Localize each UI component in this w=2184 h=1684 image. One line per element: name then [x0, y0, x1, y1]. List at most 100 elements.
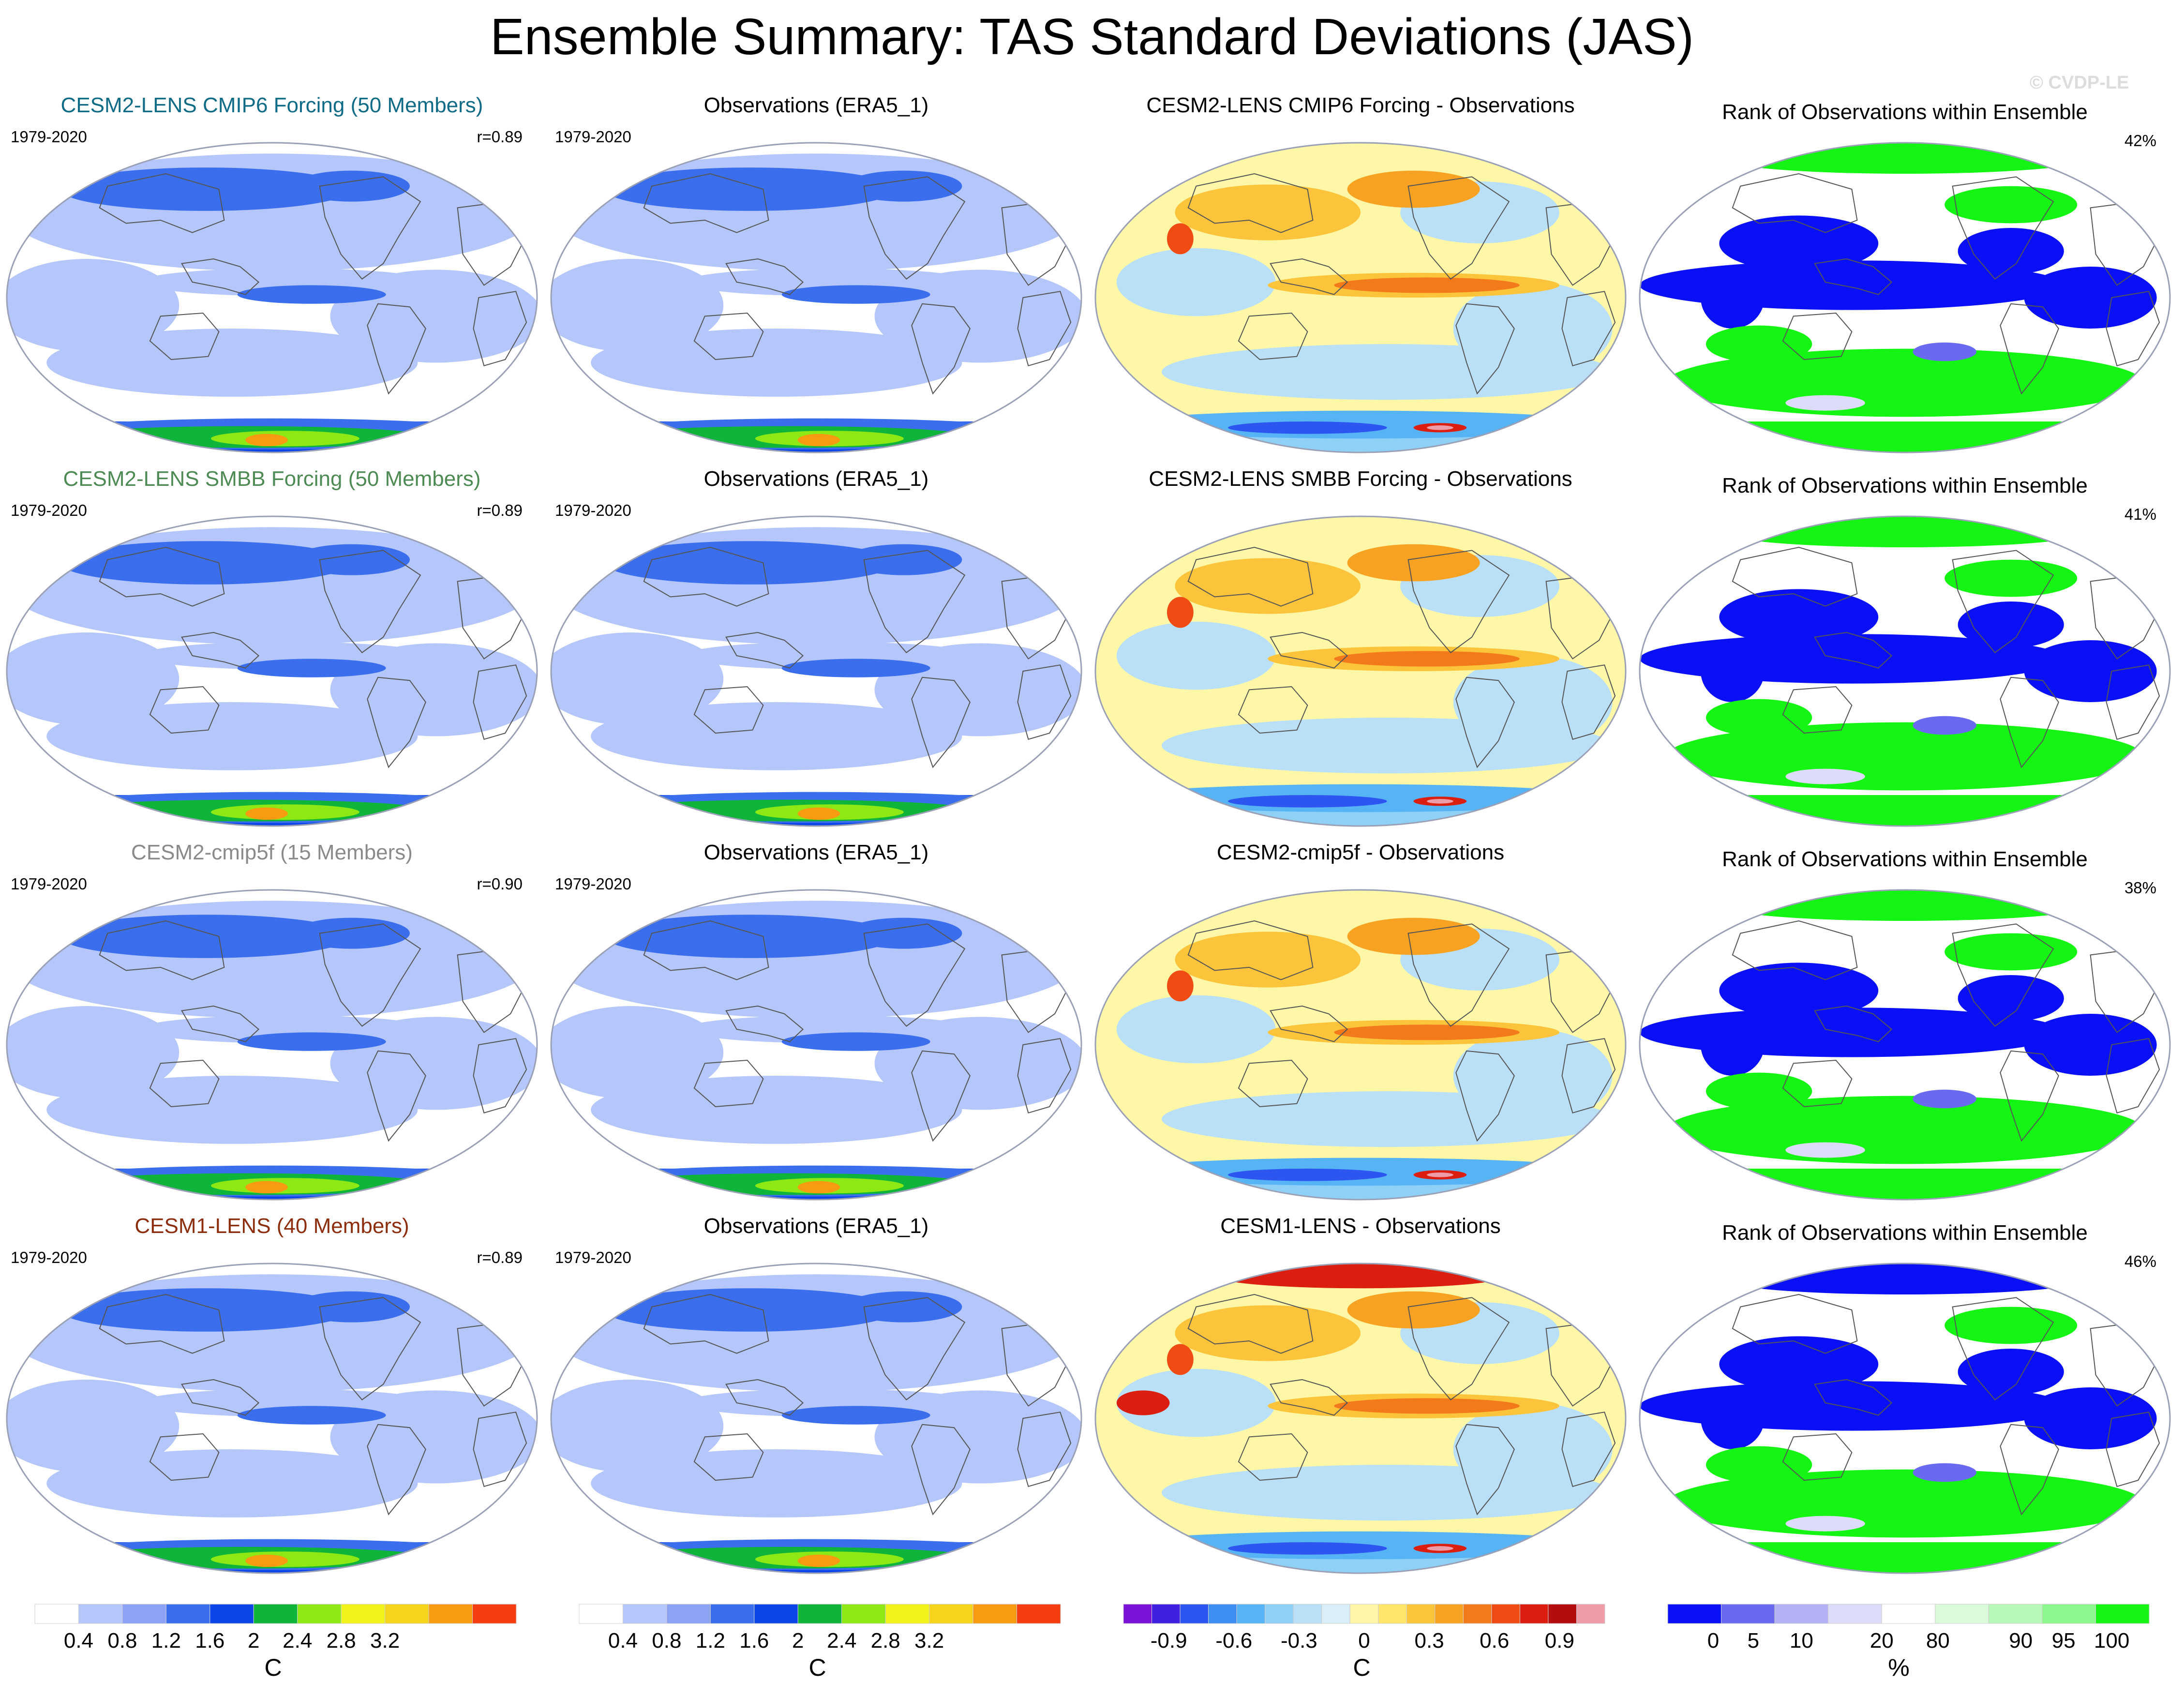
coastline — [1732, 920, 1858, 980]
coastline — [2106, 291, 2160, 367]
coastline — [1238, 312, 1308, 361]
colorbar-swatch — [1236, 1604, 1266, 1624]
coastline — [473, 664, 527, 740]
colorbar-swatch — [253, 1604, 298, 1624]
correlation-label: r=0.89 — [477, 1248, 523, 1266]
coastline — [1455, 303, 1515, 395]
map-outline — [6, 889, 538, 1201]
rank-percent-label: 38% — [2124, 879, 2156, 897]
coastline — [1561, 1412, 1616, 1488]
coastline — [1455, 1424, 1515, 1516]
map-outline — [550, 142, 1082, 453]
coastline — [1561, 664, 1616, 740]
colorbar-std-dev-model: 0.4 0.8 1.2 1.6 2 2.4 2.8 3.2 C — [34, 1604, 517, 1681]
years-label: 1979-2020 — [555, 875, 631, 893]
coastline — [1814, 1379, 1893, 1416]
rank-panel-title: Rank of Observations within Ensemble — [1722, 847, 2088, 871]
colorbar-swatch — [972, 1604, 1017, 1624]
coastline — [1270, 632, 1348, 669]
coastline — [1270, 258, 1348, 295]
coastline — [1561, 1038, 1616, 1114]
colorbar-tick-label: 95 — [2052, 1629, 2076, 1653]
years-label: 1979-2020 — [11, 128, 87, 146]
coastline — [863, 176, 966, 280]
map-panel-r1-c3: CESM2-LENS CMIP6 Forcing - Observations — [1094, 93, 1627, 453]
figure-title: Ensemble Summary: TAS Standard Deviation… — [490, 8, 1694, 65]
colorbar-unit-label: C — [808, 1654, 826, 1681]
coastline — [2000, 1424, 2059, 1516]
obs-panel-title: Observations (ERA5_1) — [704, 467, 929, 491]
map-panel-r1-c1: CESM2-LENS CMIP6 Forcing (50 Members) 197… — [6, 93, 538, 453]
colorbar-swatch — [472, 1604, 517, 1624]
colorbar-tick-label: 0 — [1358, 1629, 1370, 1653]
obs-panel-title: Observations (ERA5_1) — [704, 841, 929, 864]
obs-panel-title: Observations (ERA5_1) — [704, 1214, 929, 1238]
diff-panel-title: CESM2-cmip5f - Observations — [1217, 841, 1504, 864]
colorbar-swatch — [1463, 1604, 1492, 1624]
coastline — [1732, 173, 1858, 233]
coastline — [149, 1433, 220, 1481]
map-panel-r3-c3: CESM2-cmip5f - Observations — [1094, 841, 1627, 1201]
model-panel-title: CESM2-LENS CMIP6 Forcing (50 Members) — [61, 93, 483, 117]
coastline — [693, 312, 764, 361]
colorbar-tick-label: 2 — [792, 1629, 804, 1653]
map-outline — [6, 1263, 538, 1574]
correlation-label: r=0.89 — [477, 128, 523, 146]
colorbar-tick-label: -0.6 — [1215, 1629, 1252, 1653]
coastline — [1270, 1379, 1348, 1416]
map-outline — [1094, 142, 1627, 453]
colorbar-swatch — [1406, 1604, 1436, 1624]
colorbar-swatch — [1721, 1604, 1775, 1624]
coastline — [367, 1424, 426, 1516]
model-panel-title: CESM2-cmip5f (15 Members) — [131, 841, 413, 864]
colorbar-swatch — [165, 1604, 210, 1624]
coastline — [149, 1059, 220, 1108]
colorbar-tick-label: 0.4 — [64, 1629, 93, 1653]
coastline — [473, 291, 527, 367]
colorbar-std-dev-obs: 0.4 0.8 1.2 1.6 2 2.4 2.8 3.2 C — [579, 1604, 1061, 1681]
coastline — [99, 920, 225, 980]
map-panel-r3-c2: Observations (ERA5_1) 1979-2020 — [550, 841, 1082, 1201]
coastline — [319, 923, 421, 1027]
colorbar-tick-label: 90 — [2009, 1629, 2033, 1653]
colorbar-swatch — [710, 1604, 755, 1624]
colorbar-swatch — [1378, 1604, 1407, 1624]
rank-percent-label: 46% — [2124, 1252, 2156, 1270]
coastline — [1187, 173, 1314, 233]
coastline — [473, 1038, 527, 1114]
years-label: 1979-2020 — [11, 875, 87, 893]
colorbar-swatch — [341, 1604, 386, 1624]
coastline — [181, 632, 260, 669]
map-outline — [1639, 142, 2171, 453]
map-outline — [1639, 1263, 2171, 1574]
colorbar-swatch — [1774, 1604, 1829, 1624]
coastline — [693, 1059, 764, 1108]
coastline — [319, 550, 421, 653]
coastline — [1814, 258, 1893, 295]
colorbar-swatch — [1435, 1604, 1464, 1624]
colorbar-swatch — [797, 1604, 842, 1624]
coastline — [1407, 923, 1510, 1027]
colorbar-tick-label: 2.4 — [827, 1629, 856, 1653]
colorbar-swatch — [929, 1604, 973, 1624]
colorbar-swatch — [1180, 1604, 1209, 1624]
colorbar-swatch — [1988, 1604, 2043, 1624]
map-panel-r2-c3: CESM2-LENS SMBB Forcing - Observations — [1094, 467, 1627, 827]
colorbar-tick-label: 20 — [1870, 1629, 1894, 1653]
coastline — [1238, 686, 1308, 734]
colorbar-difference: -0.9 -0.6 -0.3 0 0.3 0.6 0.9 C — [1123, 1604, 1605, 1681]
correlation-label: r=0.89 — [477, 501, 523, 519]
coastline — [911, 1424, 971, 1516]
coastline — [99, 1293, 225, 1354]
coastline — [1782, 1433, 1853, 1481]
map-panel-r3-c1: CESM2-cmip5f (15 Members) 1979-2020 r=0.90 — [6, 841, 538, 1201]
map-panel-r1-c4: Rank of Observations within Ensemble 42% — [1639, 100, 2171, 453]
coastline — [1187, 1293, 1314, 1354]
colorbar-swatch — [579, 1604, 623, 1624]
colorbar-unit-label: C — [1353, 1654, 1370, 1681]
colorbar-tick-label: 2.8 — [871, 1629, 900, 1653]
colorbar-tick-label: 0.9 — [1545, 1629, 1574, 1653]
colorbar-tick-label: 0 — [1707, 1629, 1719, 1653]
map-outline — [1094, 889, 1627, 1201]
coastline — [1952, 550, 2054, 653]
